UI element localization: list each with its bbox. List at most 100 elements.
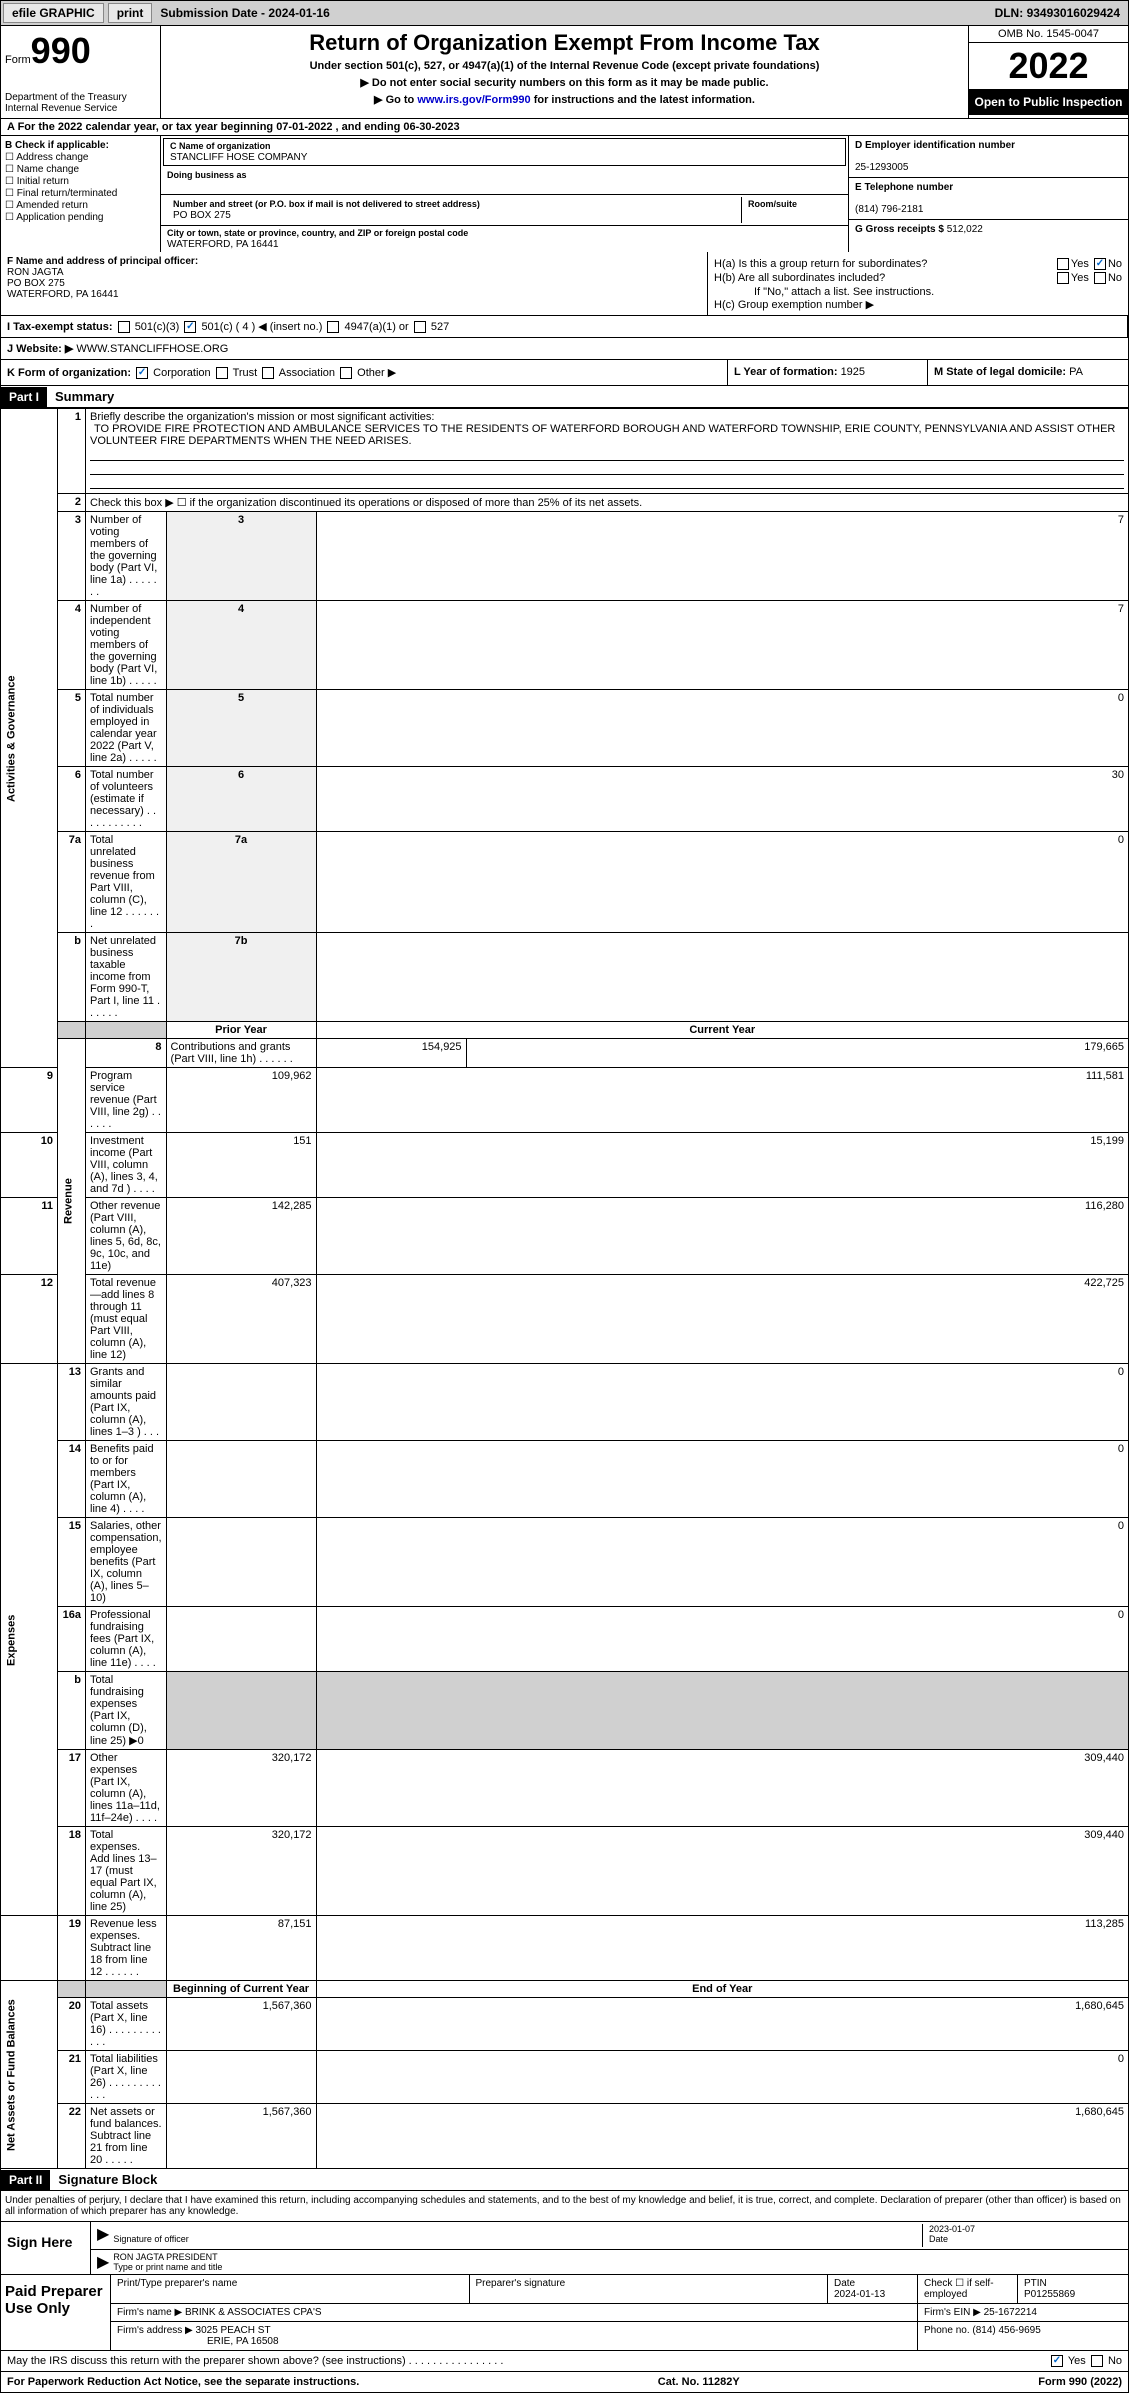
firm-addr1: 3025 PEACH ST (196, 2325, 271, 2336)
line7a-text: Total unrelated business revenue from Pa… (86, 832, 167, 933)
officer-addr1: PO BOX 275 (7, 278, 701, 289)
line21-cy: 0 (316, 2051, 1128, 2104)
website-value: WWW.STANCLIFFHOSE.ORG (76, 343, 228, 355)
side-activities: Activities & Governance (1, 409, 58, 1068)
part1-title: Summary (47, 386, 122, 407)
name-title-label: Type or print name and title (113, 2262, 222, 2272)
line16a-text: Professional fundraising fees (Part IX, … (86, 1607, 167, 1672)
may-discuss-row: May the IRS discuss this return with the… (0, 2351, 1129, 2372)
sign-here-label: Sign Here (1, 2222, 91, 2274)
firm-ein: 25-1672214 (984, 2307, 1037, 2318)
line7b-text: Net unrelated business taxable income fr… (86, 933, 167, 1022)
side-net-assets: Net Assets or Fund Balances (1, 1981, 58, 2169)
line15-text: Salaries, other compensation, employee b… (86, 1518, 167, 1607)
prep-date: 2024-01-13 (834, 2289, 885, 2300)
sig-officer-label: Signature of officer (113, 2234, 188, 2244)
chk-corp[interactable] (136, 367, 148, 379)
line8-cy: 179,665 (466, 1039, 1128, 1068)
city-label: City or town, state or province, country… (167, 228, 468, 238)
gross-receipts-value: 512,022 (947, 224, 983, 235)
line13-text: Grants and similar amounts paid (Part IX… (86, 1364, 167, 1441)
bocy-hdr: Beginning of Current Year (166, 1981, 316, 1998)
chk-final-return[interactable]: ☐ Final return/terminated (5, 188, 156, 199)
form-number: 990 (31, 30, 91, 71)
chk-501c[interactable] (184, 321, 196, 333)
officer-signed-name: RON JAGTA PRESIDENT (113, 2252, 217, 2262)
org-address: PO BOX 275 (173, 210, 231, 221)
chk-other[interactable] (340, 367, 352, 379)
gross-receipts-label: G Gross receipts $ (855, 224, 947, 235)
line11-text: Other revenue (Part VIII, column (A), li… (86, 1198, 167, 1275)
ein-value: 25-1293005 (855, 162, 908, 173)
ptin-value: P01255869 (1024, 2289, 1075, 2300)
print-button[interactable]: print (108, 3, 153, 23)
ssn-note: ▶ Do not enter social security numbers o… (165, 76, 964, 89)
chk-application-pending[interactable]: ☐ Application pending (5, 212, 156, 223)
part1-header: Part I (1, 387, 47, 407)
firm-phone-label: Phone no. (924, 2325, 972, 2336)
ha-label: H(a) Is this a group return for subordin… (714, 258, 927, 270)
ha-no[interactable] (1094, 258, 1106, 270)
page-footer: For Paperwork Reduction Act Notice, see … (0, 2372, 1129, 2393)
line6-val: 30 (316, 767, 1128, 832)
chk-amended-return[interactable]: ☐ Amended return (5, 200, 156, 211)
line21-py (166, 2051, 316, 2104)
org-name: STANCLIFF HOSE COMPANY (170, 152, 307, 163)
line12-text: Total revenue—add lines 8 through 11 (mu… (86, 1275, 167, 1364)
line13-py (166, 1364, 316, 1441)
chk-4947[interactable] (327, 321, 339, 333)
line8-py: 154,925 (316, 1039, 466, 1068)
part2-title: Signature Block (50, 2169, 165, 2190)
mission-text: TO PROVIDE FIRE PROTECTION AND AMBULANCE… (90, 421, 1115, 449)
form-ref: Form 990 (2022) (1038, 2376, 1122, 2388)
line18-text: Total expenses. Add lines 13–17 (must eq… (86, 1827, 167, 1916)
chk-name-change[interactable]: ☐ Name change (5, 164, 156, 175)
chk-initial-return[interactable]: ☐ Initial return (5, 176, 156, 187)
line21-text: Total liabilities (Part X, line 26) . . … (86, 2051, 167, 2104)
officer-name: RON JAGTA (7, 267, 701, 278)
sig-date-label: Date (929, 2234, 948, 2244)
chk-address-change[interactable]: ☐ Address change (5, 152, 156, 163)
firm-addr-label: Firm's address ▶ (117, 2325, 196, 2336)
line3-text: Number of voting members of the governin… (86, 512, 167, 601)
box-b-label: B Check if applicable: (5, 140, 156, 151)
ha-yes[interactable] (1057, 258, 1069, 270)
efile-button[interactable]: efile GRAPHIC (3, 3, 104, 23)
part2-header: Part II (1, 2170, 50, 2190)
chk-trust[interactable] (216, 367, 228, 379)
officer-addr2: WATERFORD, PA 16441 (7, 289, 701, 300)
line20-text: Total assets (Part X, line 16) . . . . .… (86, 1998, 167, 2051)
may-yes[interactable] (1051, 2355, 1063, 2367)
line11-cy: 116,280 (316, 1198, 1128, 1275)
hb-label: H(b) Are all subordinates included? (714, 272, 885, 284)
year-formation-label: L Year of formation: (734, 366, 841, 378)
line9-text: Program service revenue (Part VIII, line… (86, 1068, 167, 1133)
website-label: J Website: ▶ (7, 343, 76, 355)
irs-link[interactable]: www.irs.gov/Form990 (417, 94, 530, 106)
chk-501c3[interactable] (118, 321, 130, 333)
hb-no[interactable] (1094, 272, 1106, 284)
line3-val: 7 (316, 512, 1128, 601)
tax-status-label: I Tax-exempt status: (7, 321, 113, 333)
line19-cy: 113,285 (316, 1916, 1128, 1981)
hb-yes[interactable] (1057, 272, 1069, 284)
may-no[interactable] (1091, 2355, 1103, 2367)
line11-py: 142,285 (166, 1198, 316, 1275)
line12-cy: 422,725 (316, 1275, 1128, 1364)
perjury-declaration: Under penalties of perjury, I declare th… (0, 2191, 1129, 2222)
line10-text: Investment income (Part VIII, column (A)… (86, 1133, 167, 1198)
chk-527[interactable] (414, 321, 426, 333)
prep-sig-label: Preparer's signature (476, 2278, 566, 2289)
chk-assoc[interactable] (262, 367, 274, 379)
firm-name-label: Firm's name ▶ (117, 2307, 185, 2318)
line18-py: 320,172 (166, 1827, 316, 1916)
dba-label: Doing business as (167, 170, 247, 180)
summary-table: Activities & Governance 1 Briefly descri… (0, 408, 1129, 2169)
line16b-py (166, 1672, 316, 1750)
line14-cy: 0 (316, 1441, 1128, 1518)
current-year-hdr: Current Year (316, 1022, 1128, 1039)
form-word: Form (5, 54, 31, 66)
paid-preparer-label: Paid Preparer Use Only (1, 2275, 111, 2350)
line10-py: 151 (166, 1133, 316, 1198)
line5-text: Total number of individuals employed in … (86, 690, 167, 767)
